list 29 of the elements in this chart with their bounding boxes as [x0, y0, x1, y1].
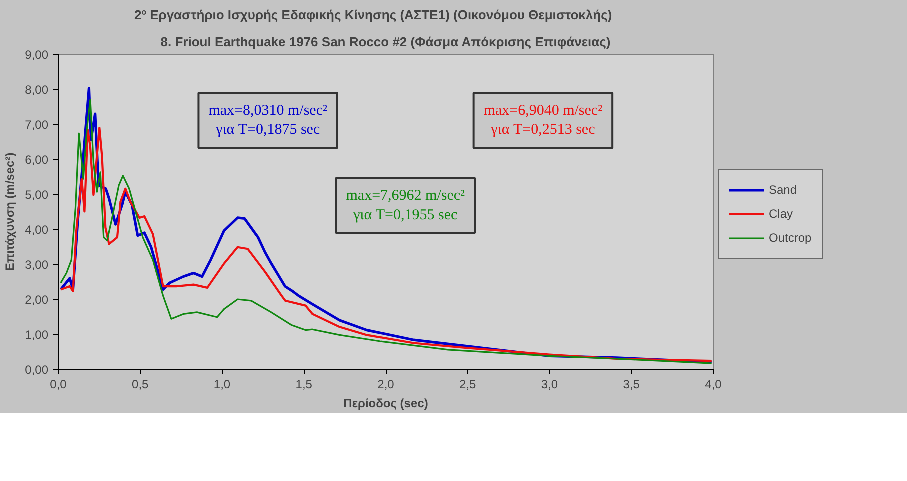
- y-tick-label: 3,00: [25, 258, 49, 272]
- x-tick-label: 0,0: [50, 378, 68, 392]
- annotation: max=8,0310 m/sec² για T=0,1875 sec: [208, 103, 328, 138]
- y-tick-label: 4,00: [25, 223, 49, 237]
- chart-subtitle: 8. Frioul Earthquake 1976 San Rocco #2 (Φάσμα Απόκρισης Επιφάνειας): [160, 34, 611, 50]
- legend-label: Sand: [769, 183, 798, 197]
- legend-label: Outcrop: [769, 231, 812, 245]
- x-tick-label: 2,0: [378, 378, 395, 392]
- x-tick-label: 1,0: [214, 378, 231, 392]
- x-tick-label: 2,5: [460, 378, 477, 392]
- y-tick-label: 2,00: [25, 293, 49, 307]
- x-axis-title: Περίοδος (sec): [344, 396, 428, 410]
- x-tick-label: 4,0: [705, 378, 722, 392]
- y-tick-label: 5,00: [25, 188, 49, 202]
- y-tick-label: 6,00: [25, 153, 49, 167]
- legend-label: Clay: [769, 207, 794, 221]
- x-tick-label: 0,5: [132, 378, 150, 392]
- x-tick-label: 3,5: [623, 378, 640, 392]
- y-tick-label: 1,00: [25, 328, 49, 342]
- y-tick-label: 8,00: [25, 83, 49, 97]
- x-tick-label: 1,5: [296, 378, 313, 392]
- chart-title: 2º Εργαστήριο Ισχυρής Εδαφικής Κίνησης (ΑΣΤΕ1) (Οικονόμου Θεμιστοκλής): [134, 8, 612, 22]
- annotation: max=6,9040 m/sec² για T=0,2513 sec: [484, 103, 604, 138]
- y-tick-label: 7,00: [25, 118, 49, 132]
- y-tick-label: 9,00: [25, 48, 49, 62]
- y-axis-title: Επιτάχυνση (m/sec²): [3, 152, 18, 272]
- annotation: max=7,6962 m/sec² για T=0,1955 sec: [346, 188, 466, 224]
- x-tick-label: 3,0: [541, 378, 558, 392]
- y-tick-label: 0,00: [25, 363, 49, 377]
